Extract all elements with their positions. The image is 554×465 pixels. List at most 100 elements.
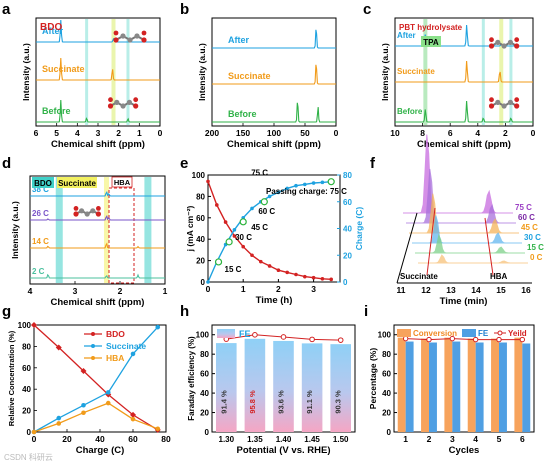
x-tick-label: 3	[96, 128, 101, 138]
y-axis-label: Intensity (a.u.)	[10, 201, 20, 259]
x-axis-label: Chemical shift (ppm)	[51, 297, 145, 308]
panel-letter: c	[363, 1, 371, 18]
y-tick-label: 80	[200, 350, 209, 359]
atom-dot	[495, 99, 501, 105]
spectrum-trace	[30, 215, 165, 221]
x-tick-label: 1.50	[333, 435, 349, 444]
molecule-icon	[73, 206, 101, 217]
passing-charge-annotation: Passing charge: 75 C	[266, 187, 347, 196]
conversion-bar	[397, 337, 406, 432]
hba-tag-bg	[111, 176, 133, 188]
x-tick-label: 150	[236, 128, 250, 138]
atom-dot	[501, 43, 507, 49]
conversion-bar	[514, 337, 523, 432]
molecule-icon	[488, 97, 520, 109]
current-density-point	[259, 259, 263, 264]
x-tick-label: 2	[427, 434, 432, 444]
conversion-bar	[444, 337, 453, 432]
y-tick-label: 80	[22, 342, 31, 351]
plot-frame	[394, 17, 534, 127]
x-tick-label: 0	[531, 128, 536, 138]
atom-dot	[126, 99, 132, 105]
x-tick-label: 4	[473, 434, 478, 444]
current-density-point	[250, 253, 254, 258]
yield-point	[449, 335, 456, 342]
panel-letter: b	[180, 1, 189, 18]
x-tick-label: 2	[276, 284, 281, 294]
fe-bar	[429, 342, 437, 432]
x-tick-label: 13	[446, 285, 456, 295]
series-point	[105, 390, 111, 395]
x-tick-label: 20	[62, 434, 72, 444]
plot-frame	[393, 324, 535, 433]
charge-marker	[225, 238, 233, 246]
atom-dot	[514, 97, 520, 103]
y-tick-label: 20	[382, 409, 391, 418]
atom-dot	[488, 103, 495, 109]
x-tick-label: 50	[300, 128, 310, 138]
spectrum-trace	[36, 19, 160, 43]
charge-marker	[214, 258, 223, 266]
plot-frame	[33, 324, 167, 433]
atom-dot	[134, 33, 140, 39]
current-density-point	[232, 234, 237, 238]
molecule-icon	[488, 37, 520, 49]
legend-label: FE	[239, 329, 251, 339]
y-axis-label: Intensity (a.u.)	[197, 43, 207, 101]
trace-label: Succinate	[42, 64, 85, 74]
series-point	[56, 421, 62, 426]
x-axis-label: Time (min)	[440, 296, 488, 307]
chromatogram-label: 45 C	[521, 223, 538, 232]
fe-trend-point	[252, 332, 258, 338]
spectrum-trace	[212, 29, 336, 49]
plot-frame	[29, 175, 166, 285]
spectrum-trace	[212, 64, 336, 85]
x-tick-label: 200	[205, 128, 219, 138]
y-tick-label: 40	[382, 389, 391, 398]
x-tick-label: 2	[116, 128, 121, 138]
panel-letter: i	[364, 303, 368, 320]
atom-dot	[114, 99, 120, 105]
x-tick-label: 5	[54, 128, 59, 138]
trace-label: After	[397, 31, 416, 40]
fe-bar	[499, 342, 507, 432]
x-tick-label: 3	[450, 434, 455, 444]
legend-marker	[497, 330, 503, 336]
x-axis-label: Cycles	[449, 445, 480, 456]
fe-bar	[301, 343, 323, 432]
current-density-point	[223, 220, 228, 224]
legend-marker	[91, 332, 95, 336]
panel-letter: h	[180, 303, 189, 320]
highlight-band	[423, 19, 428, 125]
charge-point	[250, 206, 254, 211]
yield-point	[402, 335, 409, 342]
charge-marker	[239, 218, 247, 226]
panel-letter: e	[180, 155, 188, 172]
x-axis-label: Charge (C)	[76, 445, 125, 456]
spectrum-trace	[36, 99, 160, 123]
yield-point	[519, 336, 526, 343]
charge-point	[232, 228, 237, 232]
series-line	[33, 324, 159, 431]
bar-value-label: 95.8 %	[248, 390, 257, 414]
charge-label: 60 C	[258, 207, 275, 216]
x-tick-label: 1	[241, 284, 246, 294]
fe-bar	[330, 344, 351, 432]
current-density-point	[215, 203, 219, 207]
trace-label: Before	[228, 109, 257, 119]
chromatogram-label: 30 C	[524, 233, 541, 242]
chromatogram-label: 15 C	[527, 243, 544, 252]
y2-tick-label: 40	[343, 225, 352, 234]
atom-dot	[95, 211, 101, 217]
legend-label: FE	[478, 329, 489, 338]
y-tick-label: 20	[200, 409, 209, 418]
atom-dot	[141, 30, 147, 36]
x-tick-label: 14	[471, 285, 481, 295]
trace-label: Succinate	[397, 67, 435, 76]
x-axis-label: Chemical shift (ppm)	[51, 139, 145, 150]
y-tick-label: 40	[196, 235, 205, 244]
legend-swatch	[217, 329, 235, 338]
x-tick-label: 16	[521, 285, 531, 295]
hba-arrow	[484, 217, 494, 276]
x-tick-label: 40	[95, 434, 105, 444]
